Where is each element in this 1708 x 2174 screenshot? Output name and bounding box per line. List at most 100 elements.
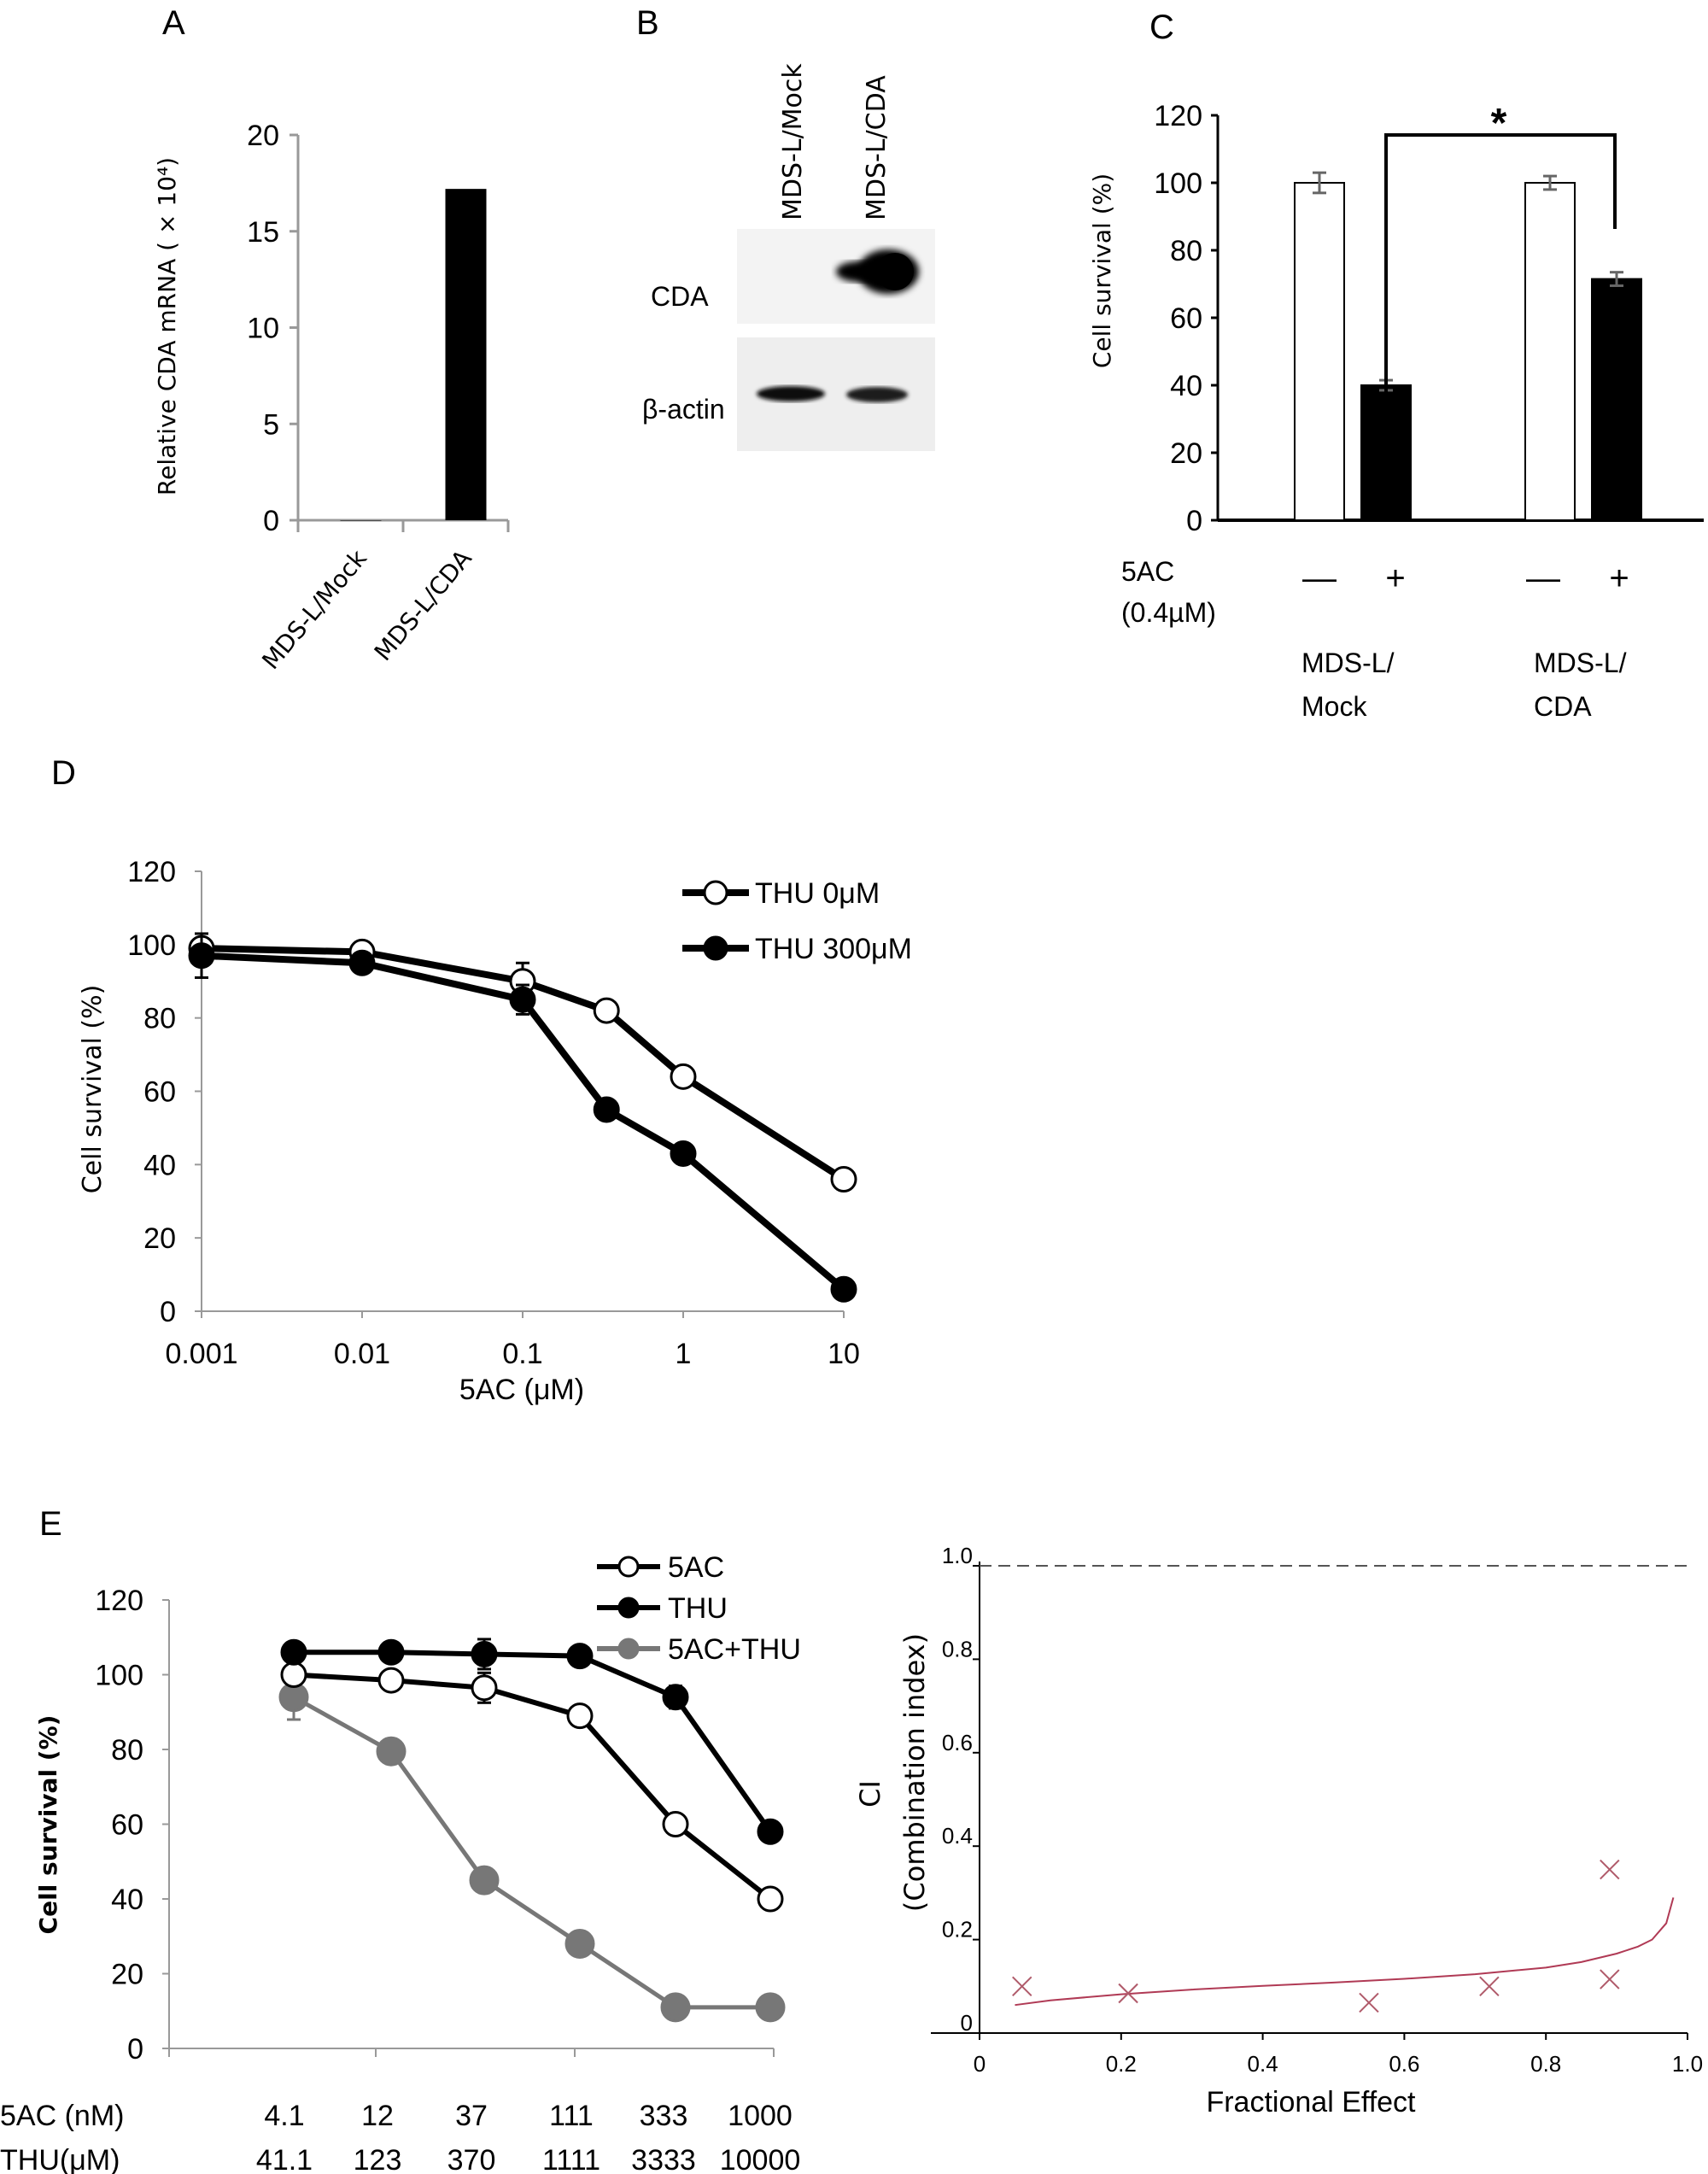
error-bar	[1313, 171, 1326, 195]
data-point	[377, 1667, 405, 1694]
x-tick-label: 10	[828, 1338, 860, 1370]
y-tick-label: 0.2	[942, 1917, 973, 1943]
series-thu-300-m	[188, 932, 857, 1303]
x-axis-label: Fractional Effect	[1206, 2086, 1416, 2118]
x-tick-label: 0.6	[1389, 2051, 1419, 2077]
series-thu-0-m	[188, 935, 857, 1192]
y-tick-label: 100	[95, 1660, 143, 1692]
y-tick-label: 60	[143, 1076, 176, 1109]
panel-c-bar-chart: 0 20 40 60 80 100 120 — + — + * 5AC (0.4µM) MDS-L/Mock…	[1088, 100, 1704, 722]
y-tick-label: 80	[143, 1003, 176, 1035]
panel-label-e: E	[39, 1505, 62, 1543]
blot-band-actin-lane1	[757, 386, 825, 401]
y-tick-label: 40	[1170, 370, 1202, 402]
y-tick-label: 1.0	[942, 1543, 973, 1568]
panel-label-b: B	[636, 4, 659, 42]
legend-item: 5AC+THU	[597, 1633, 801, 1666]
data-point	[566, 1643, 594, 1670]
data-point	[471, 1674, 498, 1702]
data-point-x-marker	[1118, 1983, 1138, 2004]
data-point	[757, 1818, 784, 1845]
data-point	[509, 986, 536, 1013]
data-point	[280, 1638, 307, 1666]
panel-e-combination-index-chart: 0 0.2 0.4 0.6 0.8 1.0 0 0.2 0.4 0.6 0.8 1.0 Fraction…	[854, 1543, 1703, 2118]
treatment-sign: —	[1526, 560, 1560, 597]
y-tick-label: 60	[111, 1809, 143, 1842]
y-tick-label: 0	[1186, 505, 1202, 537]
y-tick-label: 15	[247, 216, 279, 249]
x-tick-label: 37	[455, 2100, 488, 2132]
blot-lane-label: MDS-L/Mock	[778, 63, 808, 220]
x-tick-label: 1111	[542, 2144, 600, 2174]
y-tick-label: 100	[127, 929, 176, 962]
y-axis-label: Cell survival (%)	[1088, 173, 1116, 368]
panel-label-d: D	[51, 754, 76, 792]
data-point-x-marker	[1600, 1859, 1620, 1880]
data-point	[660, 1992, 691, 2023]
data-point	[469, 1865, 500, 1896]
y-tick-label: 5	[263, 408, 279, 441]
y-tick-label: 0	[961, 2010, 973, 2036]
legend-marker	[703, 935, 728, 961]
x-tick-label: 370	[447, 2144, 496, 2174]
treatment-sign: —	[1302, 560, 1337, 597]
treatment-sign: +	[1609, 560, 1629, 597]
data-point	[280, 1661, 307, 1688]
y-axis-label: Cell survival (%)	[34, 1715, 62, 1935]
x-tick-label: 111	[549, 2100, 594, 2132]
data-point-x-marker	[1600, 1969, 1620, 1989]
y-tick-label: 0.6	[942, 1730, 973, 1755]
legend-label: THU 300μM	[755, 933, 912, 965]
data-point	[670, 1140, 697, 1167]
x-tick-label: 333	[640, 2100, 688, 2132]
series-line	[294, 1650, 773, 1833]
data-point	[755, 1992, 786, 2023]
data-point	[662, 1811, 689, 1837]
y-tick-label: 20	[1170, 437, 1202, 470]
bar	[1360, 384, 1412, 521]
significance-bracket	[1384, 133, 1617, 402]
group-label: CDA	[1534, 691, 1592, 722]
series-line	[201, 945, 846, 1182]
data-point	[188, 942, 215, 970]
y-axis-label: Cell survival (%)	[78, 985, 108, 1194]
legend-label: 5AC	[668, 1551, 724, 1584]
y-axis-label-sub: (Combination index)	[898, 1633, 931, 1912]
legend-label: 5AC+THU	[668, 1633, 801, 1666]
x-tick-label: 1.0	[1672, 2051, 1703, 2077]
data-point	[377, 1638, 405, 1666]
x-tick-label: 0.1	[502, 1338, 542, 1370]
y-axis-label: Relative CDA mRNA ( × 10⁴)	[153, 157, 181, 495]
y-tick-label: 120	[127, 856, 176, 888]
x-tick-label: 1000	[728, 2100, 793, 2132]
treatment-sign: +	[1385, 560, 1405, 597]
x-tick-label: 0.4	[1248, 2051, 1278, 2077]
panel-e-line-chart: 0 20 40 60 80 100 120 5AC (nM) 4.1 12 37 111 333 1000…	[0, 1551, 801, 2174]
y-tick-label: 20	[111, 1959, 143, 1991]
x-tick-label: 41.1	[256, 2144, 313, 2174]
y-tick-label: 40	[143, 1149, 176, 1181]
error-bar	[1543, 174, 1557, 191]
x-tick-label: 3333	[631, 2144, 696, 2174]
panel-b-western-blot: CDA β-actin MDS-L/Mock MDS-L/CDA	[642, 63, 935, 451]
blot-lane-label: MDS-L/CDA	[862, 75, 892, 220]
y-tick-label: 60	[1170, 302, 1202, 335]
treatment-concentration: (0.4µM)	[1121, 597, 1216, 628]
data-point	[593, 1096, 620, 1123]
x-tick-label: 0.8	[1530, 2051, 1561, 2077]
group-label: Mock	[1301, 691, 1367, 722]
y-axis-label: CI	[854, 1780, 886, 1808]
x-tick-label: 1	[676, 1338, 692, 1370]
y-tick-label: 0.8	[942, 1636, 973, 1661]
series-5ac	[280, 1661, 784, 1913]
data-point	[830, 1275, 857, 1303]
series-thu	[280, 1638, 784, 1845]
x-tick-label: 123	[354, 2144, 402, 2174]
data-point-x-marker	[1359, 1992, 1379, 2013]
x-row-label: 5AC (nM)	[0, 2100, 124, 2132]
legend-marker	[617, 1597, 640, 1619]
treatment-label: 5AC	[1121, 556, 1174, 587]
x-tick-label: 0.01	[334, 1338, 390, 1370]
blot-band-actin-lane2	[846, 387, 908, 402]
